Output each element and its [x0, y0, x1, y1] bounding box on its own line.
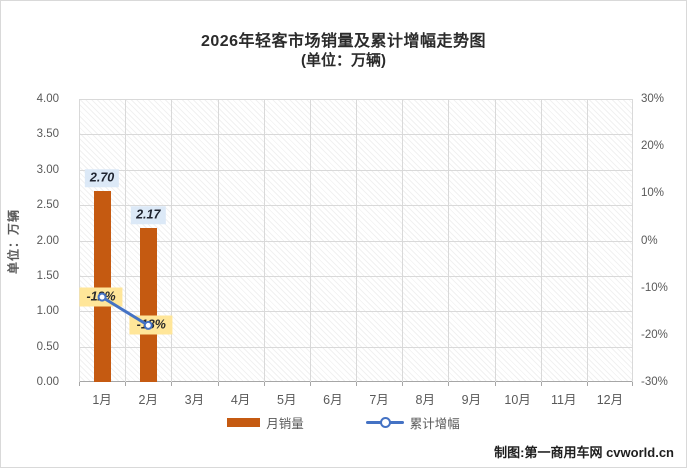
x-axis-tick: [171, 382, 173, 386]
sales-bar: [93, 190, 111, 382]
bar-value-label: 2.70: [84, 169, 120, 187]
bar-value-label: 2.17: [131, 206, 166, 225]
x-axis-label: 3月: [184, 393, 205, 407]
right-axis-tick: 20%: [641, 140, 665, 153]
left-axis-tick: 2.00: [36, 234, 59, 247]
x-axis-tick: [586, 382, 588, 386]
v-gridline: [540, 99, 542, 382]
v-gridline: [402, 99, 404, 382]
right-axis-tick: -10%: [641, 281, 668, 294]
x-axis-label: 7月: [369, 393, 389, 407]
right-axis-tick: 30%: [641, 93, 665, 105]
v-gridline: [217, 99, 219, 382]
left-axis-tick: 4.00: [36, 93, 59, 105]
x-axis-tick: [402, 382, 404, 386]
x-axis-label: 4月: [230, 393, 251, 407]
x-axis-tick: [263, 382, 265, 386]
x-axis-label: 9月: [461, 393, 482, 407]
x-axis-label: 8月: [415, 393, 435, 407]
line-marker-swatch-icon: [365, 417, 404, 428]
x-axis-label: 10月: [504, 393, 531, 407]
x-axis-label: 6月: [323, 393, 343, 407]
x-axis-label: 5月: [277, 393, 297, 407]
x-axis-tick: [309, 382, 311, 386]
x-axis-tick: [125, 382, 127, 386]
v-gridline: [356, 99, 357, 382]
v-gridline: [79, 99, 80, 382]
right-axis-tick: -30%: [641, 376, 668, 388]
x-axis-label: 2月: [138, 393, 158, 407]
left-axis-tick: 1.00: [36, 305, 59, 318]
x-axis-label: 11月: [551, 393, 577, 407]
x-axis-label: 1月: [92, 393, 112, 407]
left-axis-tick: 2.50: [36, 199, 59, 212]
left-axis-tick: 0.00: [36, 376, 59, 388]
x-axis-tick: [217, 382, 219, 386]
x-axis-tick: [356, 382, 357, 386]
x-axis-tick: [494, 382, 496, 386]
x-axis-tick: [79, 382, 80, 386]
chart-title: 2026年轻客市场销量及累计增幅走势图: [200, 33, 487, 50]
legend-item-cumulative-growth: 累计增幅: [365, 413, 460, 432]
right-axis-tick: 0%: [641, 234, 658, 247]
sales-bar: [139, 228, 157, 382]
chart-subtitle: (单位：万辆): [301, 52, 386, 69]
right-axis-tick: -20%: [641, 328, 668, 341]
v-gridline: [494, 99, 496, 382]
left-axis-tick: 3.50: [36, 128, 59, 141]
bar-swatch-icon: [227, 418, 261, 427]
v-gridline: [448, 99, 450, 382]
v-gridline: [263, 99, 265, 382]
x-axis-tick: [632, 382, 633, 386]
v-gridline: [586, 99, 588, 382]
left-axis-tick: 1.50: [36, 269, 59, 282]
plot-area: 2.702.17-12%-18%: [79, 99, 633, 382]
x-axis-label: 12月: [596, 393, 624, 407]
left-axis-tick: 3.00: [36, 163, 59, 176]
v-gridline: [632, 99, 633, 382]
cumulative-growth-line: [97, 292, 153, 330]
x-axis-tick: [448, 382, 450, 386]
right-axis-tick: 10%: [641, 187, 665, 200]
v-gridline: [171, 99, 173, 382]
v-gridline: [309, 99, 311, 382]
legend: 月销量 累计增幅: [1, 413, 686, 432]
left-axis-tick: 0.50: [36, 340, 59, 353]
v-gridline: [125, 99, 127, 382]
x-axis-tick: [540, 382, 542, 386]
legend-label-monthly-sales: 月销量: [266, 417, 304, 431]
credit-watermark: 制图:第一商用车网 cvworld.cn: [494, 445, 674, 460]
legend-label-cumulative-growth: 累计增幅: [409, 417, 460, 431]
legend-item-monthly-sales: 月销量: [227, 413, 304, 432]
